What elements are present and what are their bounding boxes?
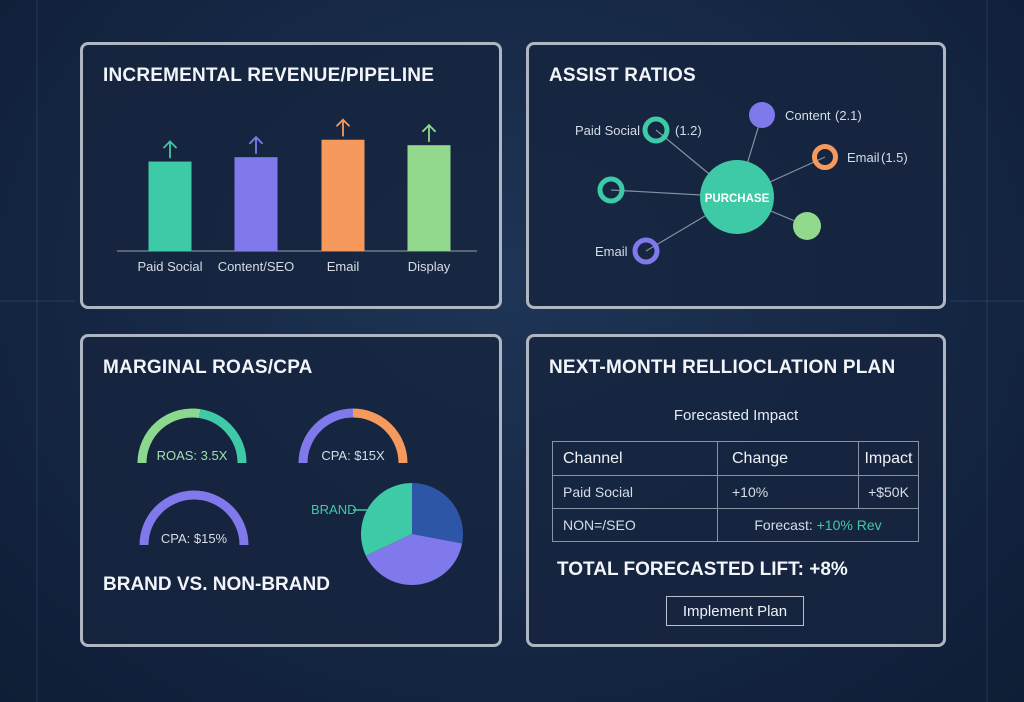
table-header-row: Channel Change Impact xyxy=(552,441,919,476)
assist-panel: ASSIST RATIOS PURCHASE Paid Social (1.2)… xyxy=(526,42,946,309)
roas-panel: MARGINAL ROAS/CPA ROAS: 3.5X CPA: $15X C… xyxy=(80,334,502,647)
bar-paid-social xyxy=(148,161,192,251)
revenue-bar-chart: Paid Social Content/SEO Email Display xyxy=(117,118,477,274)
bar-category-label: Content/SEO xyxy=(218,259,295,274)
cell-channel: NON=/SEO xyxy=(552,508,718,542)
up-arrow-icon xyxy=(163,140,177,159)
gauge-arc-secondary xyxy=(198,409,247,464)
bar-content-seo xyxy=(234,157,278,251)
bar-category-label: Paid Social xyxy=(137,259,202,274)
node-value-paid-social: (1.2) xyxy=(675,123,702,138)
pie-slice xyxy=(412,483,463,544)
header-channel: Channel xyxy=(552,441,718,476)
cell-forecast: Forecast: +10% Rev xyxy=(717,508,919,542)
pie-slice xyxy=(361,483,412,556)
purchase-label: PURCHASE xyxy=(705,193,770,205)
forecast-label: Forecast: xyxy=(754,517,813,533)
cell-impact: +$50K xyxy=(858,475,919,509)
cell-channel: Paid Social xyxy=(552,475,718,509)
node-label-content: Content xyxy=(785,108,831,123)
revenue-panel-title: INCREMENTAL REVENUE/PIPELINE xyxy=(103,65,435,86)
revenue-panel: INCREMENTAL REVENUE/PIPELINE Paid Social… xyxy=(80,42,502,309)
pie-slice xyxy=(365,534,463,586)
gauge-arc-primary xyxy=(139,490,249,546)
plan-subtitle: Forecasted Impact xyxy=(673,407,799,424)
gauge-arc-primary xyxy=(137,408,201,464)
forecast-value: +10% Rev xyxy=(816,517,882,533)
background-line xyxy=(950,300,1024,302)
assist-network-diagram: PURCHASE Paid Social (1.2) Content (2.1)… xyxy=(575,102,908,265)
up-arrow-icon xyxy=(422,123,436,143)
node-label-paid-social: Paid Social xyxy=(575,123,640,138)
up-arrow-icon xyxy=(336,118,350,137)
up-arrow-icon xyxy=(249,135,263,155)
background-line xyxy=(0,300,75,302)
bar-category-label: Email xyxy=(327,259,360,274)
header-impact: Impact xyxy=(858,441,919,476)
gauge-arc-secondary xyxy=(352,408,408,464)
background-line xyxy=(986,0,988,702)
node-email-ring xyxy=(812,144,838,170)
roas-panel-title: MARGINAL ROAS/CPA xyxy=(103,357,313,378)
cell-change: +10% xyxy=(717,475,859,509)
node-label-email-bottom: Email xyxy=(595,244,628,259)
bar-email xyxy=(321,139,365,251)
node-label-email: Email xyxy=(847,150,880,165)
header-change: Change xyxy=(717,441,859,476)
node-content xyxy=(749,102,775,128)
purchase-hub xyxy=(700,160,774,234)
roas-gauges-and-pie: ROAS: 3.5X CPA: $15X CPA: $15% BRAND BRA… xyxy=(103,408,463,595)
node-right xyxy=(793,212,821,240)
gauge-label-cpa-2: CPA: $15% xyxy=(161,531,228,546)
pie-label-brand: BRAND xyxy=(311,502,357,517)
node-value-email: (1.5) xyxy=(881,150,908,165)
bar-category-label: Display xyxy=(408,259,451,274)
table-row: Paid Social +10% +$50K xyxy=(552,475,919,509)
node-email-bottom-ring xyxy=(632,237,660,265)
table-row: NON=/SEO Forecast: +10% Rev xyxy=(552,508,919,542)
brand-vs-nonbrand-title: BRAND VS. NON-BRAND xyxy=(103,574,330,595)
gauge-label-cpa-1: CPA: $15X xyxy=(321,448,385,463)
bar-display xyxy=(407,145,451,251)
total-forecasted-lift: TOTAL FORECASTED LIFT: +8% xyxy=(557,559,848,580)
gauge-arc-primary xyxy=(298,408,354,464)
implement-plan-button[interactable]: Implement Plan xyxy=(666,596,804,626)
assist-panel-title: ASSIST RATIOS xyxy=(549,65,696,86)
gauge-label-roas: ROAS: 3.5X xyxy=(157,448,228,463)
node-paid-social-ring xyxy=(642,116,670,144)
plan-table: Channel Change Impact Paid Social +10% +… xyxy=(552,441,919,542)
background-line xyxy=(36,0,38,702)
node-value-content: (2.1) xyxy=(835,108,862,123)
plan-panel: NEXT-MONTH RELLIOCLATION PLAN Forecasted… xyxy=(526,334,946,647)
plan-panel-title: NEXT-MONTH RELLIOCLATION PLAN xyxy=(549,357,896,378)
node-left-ring xyxy=(597,176,625,204)
